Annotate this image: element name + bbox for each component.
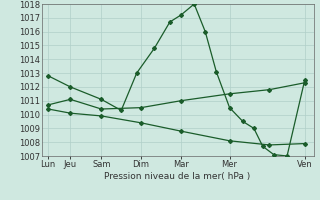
X-axis label: Pression niveau de la mer( hPa ): Pression niveau de la mer( hPa ) xyxy=(104,172,251,181)
